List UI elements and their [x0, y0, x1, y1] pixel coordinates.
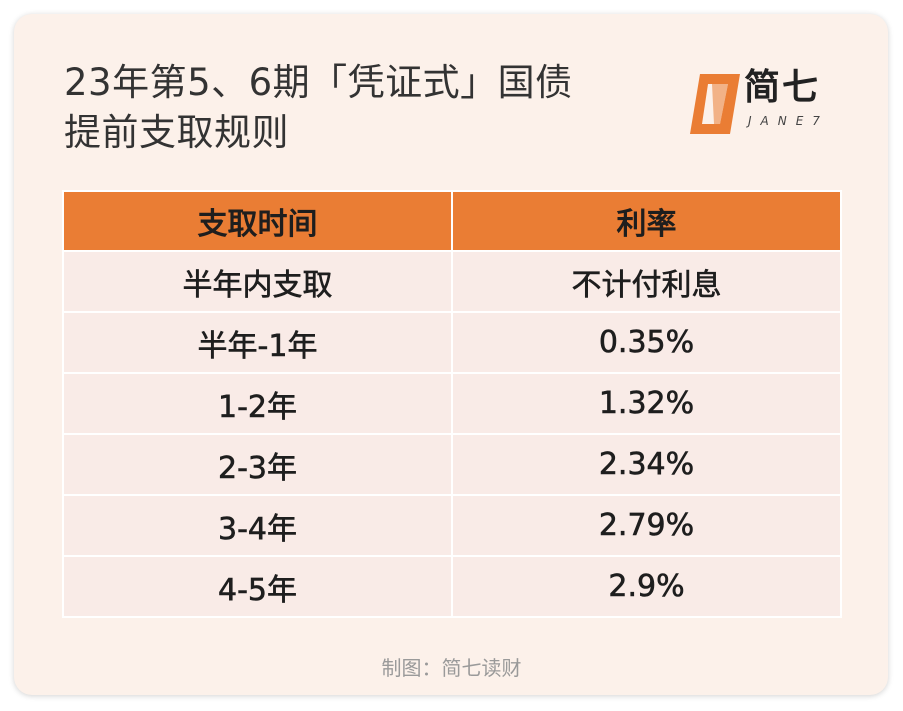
table-row: 2-3年 2.34%: [62, 433, 842, 496]
cell-withdrawal-time: 1-2年: [62, 372, 453, 435]
table-row: 3-4年 2.79%: [62, 494, 842, 557]
title-line-1: 23年第5、6期「凭证式」国债: [64, 61, 573, 104]
cell-interest-rate: 2.9%: [451, 555, 842, 618]
logo-name-cn: 简七: [744, 67, 821, 108]
cell-interest-rate: 2.79%: [451, 494, 842, 557]
cell-interest-rate: 2.34%: [451, 433, 842, 496]
cell-interest-rate: 不计付利息: [451, 250, 842, 313]
jane7-logo-icon: [690, 74, 740, 134]
table-row: 半年内支取 不计付利息: [62, 250, 842, 313]
cell-withdrawal-time: 半年-1年: [62, 311, 453, 374]
withdrawal-rules-table: 支取时间 利率 半年内支取 不计付利息 半年-1年 0.35% 1-2年 1.3…: [62, 190, 842, 618]
table-row: 半年-1年 0.35%: [62, 311, 842, 374]
cell-interest-rate: 1.32%: [451, 372, 842, 435]
page-title: 23年第5、6期「凭证式」国债 提前支取规则: [64, 58, 573, 158]
table-row: 4-5年 2.9%: [62, 555, 842, 618]
footer-credit: 制图：简七读财: [381, 656, 522, 680]
table-header-row: 支取时间 利率: [62, 190, 842, 252]
cell-withdrawal-time: 半年内支取: [62, 250, 453, 313]
header-withdrawal-time: 支取时间: [62, 190, 453, 252]
cell-withdrawal-time: 2-3年: [62, 433, 453, 496]
header-interest-rate: 利率: [451, 190, 842, 252]
table-row: 1-2年 1.32%: [62, 372, 842, 435]
title-line-2: 提前支取规则: [64, 111, 289, 154]
cell-interest-rate: 0.35%: [451, 311, 842, 374]
logo-name-en: JANE7: [748, 114, 829, 128]
cell-withdrawal-time: 4-5年: [62, 555, 453, 618]
cell-withdrawal-time: 3-4年: [62, 494, 453, 557]
brand-logo: 简七 JANE7: [690, 66, 840, 138]
